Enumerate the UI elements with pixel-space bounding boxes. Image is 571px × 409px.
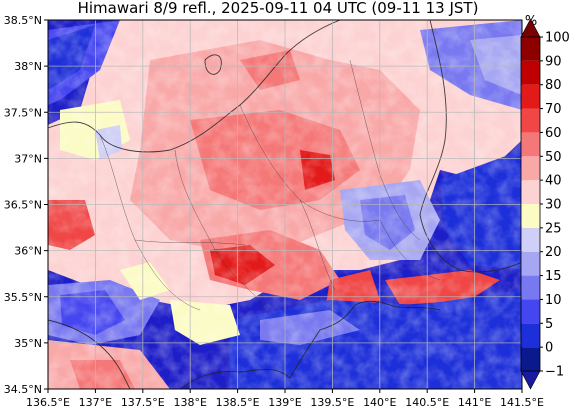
x-tick-label: 138°E	[173, 396, 206, 409]
colorbar-tick-label: 60	[545, 126, 562, 141]
colorbar-segment	[521, 180, 540, 204]
colorbar-segment	[521, 37, 540, 61]
colorbar-tick-label: 10	[545, 293, 562, 308]
colorbar-tick-label: 80	[545, 78, 562, 93]
colorbar-segment	[521, 275, 540, 300]
colorbar-segment	[521, 251, 540, 276]
x-tick-label: 140°E	[363, 396, 396, 409]
x-tick-label: 138.5°E	[216, 396, 260, 409]
colorbar-tick-label: 70	[545, 102, 562, 117]
colorbar-tick-label: 15	[545, 269, 562, 284]
map-title: Himawari 8/9 refl., 2025-09-11 04 UTC (0…	[78, 0, 479, 17]
x-tick-label: 137.5°E	[121, 396, 165, 409]
x-tick-label: 141°E	[458, 396, 491, 409]
y-tick-label: 37.5°N	[4, 106, 42, 119]
colorbar-segment	[521, 227, 540, 252]
y-tick-label: 36°N	[14, 245, 42, 258]
colorbar-segment	[521, 204, 540, 228]
colorbar-segment	[521, 60, 540, 85]
longitude-axis: 136.5°E 137°E 137.5°E 138°E 138.5°E 139°E 139.…	[26, 389, 544, 409]
colorbar-segment	[521, 132, 540, 157]
colorbar-tick-label: 5	[545, 317, 553, 332]
y-tick-label: 35°N	[14, 337, 42, 350]
colorbar-tick-label: 30	[545, 198, 562, 213]
colorbar-segment	[521, 108, 540, 133]
colorbar-segment	[521, 299, 540, 324]
x-tick-label: 140.5°E	[405, 396, 449, 409]
colorbar-tick-label: 25	[545, 221, 562, 236]
colorbar-tick-label: 90	[545, 54, 562, 69]
x-tick-label: 136.5°E	[26, 396, 70, 409]
x-tick-label: 139.5°E	[310, 396, 354, 409]
colorbar-tick-label: 0	[545, 341, 553, 356]
coastlines	[48, 20, 522, 389]
y-tick-label: 35.5°N	[4, 291, 42, 304]
map-panel	[48, 20, 522, 389]
colorbar-tick-label: 50	[545, 150, 562, 165]
colorbar-segment	[521, 156, 540, 181]
colorbar-segment	[521, 84, 540, 109]
latitude-axis: 34.5°N 35°N 35.5°N 36°N 36.5°N 37°N 37.5°N 38°N…	[4, 14, 48, 396]
colorbar-segment	[521, 347, 540, 371]
x-tick-label: 141.5°E	[500, 396, 544, 409]
colorbar-under-triangle	[520, 370, 541, 390]
colorbar-tick-label: 40	[545, 174, 562, 189]
y-tick-label: 36.5°N	[4, 199, 42, 212]
y-tick-label: 37°N	[14, 152, 42, 165]
y-tick-label: 38.5°N	[4, 14, 42, 27]
y-tick-label: 38°N	[14, 60, 42, 73]
y-tick-label: 34.5°N	[4, 383, 42, 396]
x-tick-label: 137°E	[79, 396, 112, 409]
graticule	[48, 20, 522, 389]
colorbar-tick-label: 100	[545, 31, 570, 46]
x-tick-label: 139°E	[268, 396, 301, 409]
colorbar-tick-label: 20	[545, 245, 562, 260]
colorbar-segment	[521, 323, 540, 348]
colorbar-tick-label: −1	[545, 365, 564, 380]
